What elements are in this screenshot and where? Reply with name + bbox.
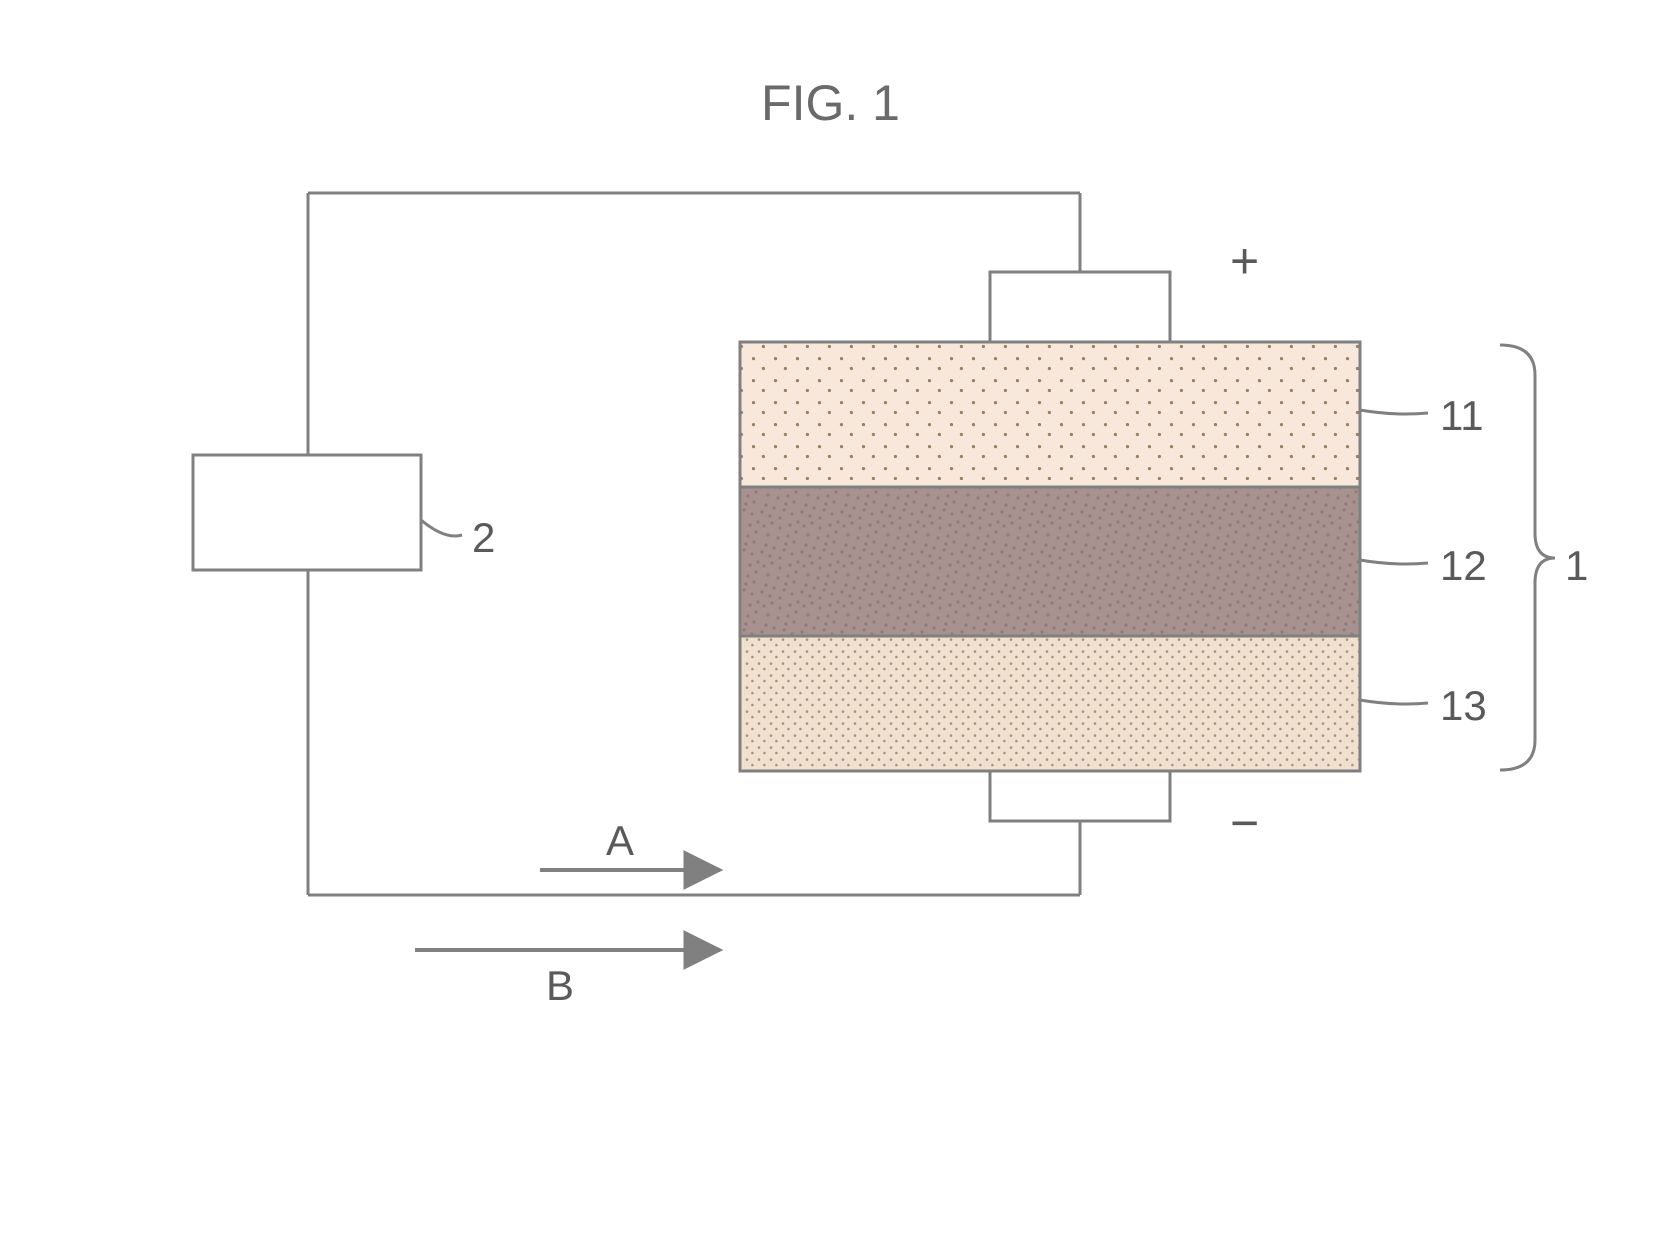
figure-title: FIG. 1: [761, 75, 900, 131]
layer-12: [740, 487, 1360, 636]
leader-13: [1360, 700, 1428, 704]
brace-1: [1500, 345, 1555, 770]
layer-11: [740, 342, 1360, 487]
label-11: 11: [1440, 392, 1484, 439]
label-plus: +: [1230, 233, 1259, 289]
label-a: A: [606, 817, 634, 864]
label-12: 12: [1440, 542, 1487, 589]
label-1: 1: [1565, 542, 1588, 589]
label-2: 2: [472, 514, 495, 561]
label-b: B: [546, 962, 574, 1009]
terminal-top: [990, 272, 1170, 342]
leader-11: [1360, 410, 1428, 414]
terminal-bottom: [990, 771, 1170, 821]
label-minus: −: [1230, 795, 1259, 851]
leader-2: [421, 520, 462, 536]
block-2: [193, 455, 421, 570]
label-13: 13: [1440, 682, 1487, 729]
leader-12: [1360, 560, 1428, 564]
layer-13: [740, 636, 1360, 771]
